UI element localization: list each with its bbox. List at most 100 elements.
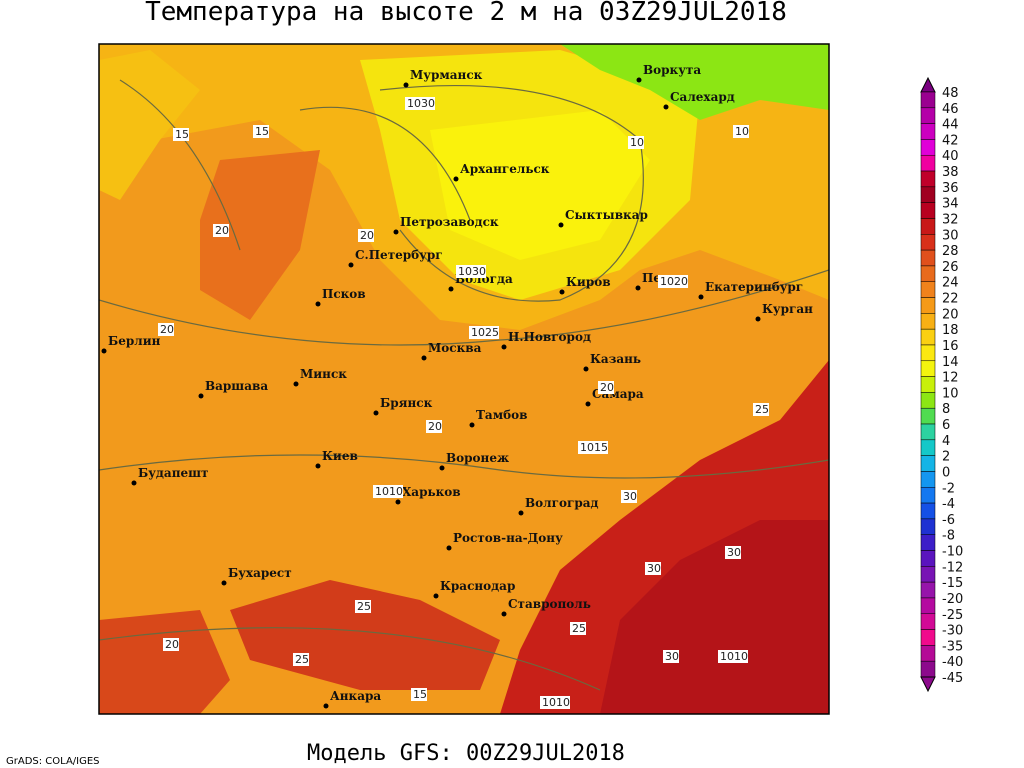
legend-label: -10	[942, 545, 963, 560]
legend-swatch	[920, 170, 936, 188]
city-dot	[583, 366, 589, 372]
contour-label: 20	[215, 224, 229, 237]
contour-label: 25	[755, 403, 769, 416]
city-dot	[293, 381, 299, 387]
credit: GrADS: COLA/IGES	[6, 756, 100, 767]
contour-label-box	[373, 485, 403, 498]
contour-label: 1025	[471, 326, 499, 339]
city-dot	[698, 294, 704, 300]
city-dot	[448, 286, 454, 292]
legend-label: 20	[942, 307, 959, 322]
legend-swatch	[920, 265, 936, 282]
contour-label: 25	[295, 653, 309, 666]
legend-label: 48	[942, 86, 959, 101]
legend-label: -30	[942, 624, 963, 639]
contour-label: 10	[735, 125, 749, 138]
city-label: Салехард	[670, 90, 735, 104]
legend-label: -8	[942, 529, 955, 544]
legend-label: 24	[942, 276, 959, 291]
contour-label-box	[733, 125, 749, 138]
contour-label-box	[253, 125, 269, 138]
contour-label-box	[645, 562, 661, 575]
legend-swatch	[920, 566, 936, 583]
contour-label-box	[570, 622, 586, 635]
contour-label: 20	[165, 638, 179, 651]
contour-label: 1010	[720, 650, 748, 663]
city-label: Ставрополь	[508, 597, 591, 611]
legend-label: 44	[942, 118, 959, 133]
legend-label: -45	[942, 671, 963, 686]
legend-swatch	[920, 218, 936, 235]
city-label: Тамбов	[476, 408, 527, 422]
city-label: Воронеж	[446, 451, 509, 465]
city-dot	[403, 82, 409, 88]
city-label: Псков	[322, 287, 366, 301]
city-dot	[635, 285, 641, 291]
legend-swatch	[920, 344, 936, 362]
contour-label-box	[718, 650, 748, 663]
contour-label-box	[213, 224, 229, 237]
legend-swatch	[920, 407, 936, 425]
legend-swatch	[920, 660, 936, 678]
legend-label: 32	[942, 212, 959, 227]
legend-label: 8	[942, 402, 950, 417]
legend-label: -15	[942, 576, 963, 591]
city-dot	[393, 229, 399, 235]
city-label: Москва	[428, 341, 482, 355]
city-dot	[518, 510, 524, 516]
legend-label: 2	[942, 450, 950, 465]
contour-label-box	[163, 638, 179, 651]
legend-swatch	[920, 139, 936, 156]
contour-label-box	[753, 403, 769, 416]
contour-label: 1015	[580, 441, 608, 454]
city-dot	[501, 611, 507, 617]
city-label: Краснодар	[440, 579, 515, 593]
contour-label: 15	[175, 128, 189, 141]
city-dot	[315, 301, 321, 307]
legend-label: 4	[942, 434, 950, 449]
city-dot	[501, 344, 507, 350]
contour-label-box	[621, 490, 637, 503]
legend-label: 22	[942, 292, 959, 307]
contour-label: 1030	[407, 97, 435, 110]
city-label: Анкара	[330, 689, 381, 703]
city-dot	[395, 499, 401, 505]
city-label: Мурманск	[410, 68, 483, 82]
legend-swatch	[920, 202, 936, 219]
contour-label: 20	[360, 229, 374, 242]
city-label: Минск	[300, 367, 347, 381]
city-dot	[446, 545, 452, 551]
city-label: Курган	[762, 302, 813, 316]
city-label: С.Петербург	[355, 248, 443, 262]
city-label: Варшава	[205, 379, 268, 393]
contour-label: 25	[572, 622, 586, 635]
city-dot	[453, 176, 459, 182]
legend-label: 40	[942, 149, 959, 164]
legend-top-cap	[920, 76, 936, 93]
legend-swatch	[920, 471, 936, 488]
legend-swatch	[920, 629, 936, 646]
legend-swatch	[920, 487, 936, 504]
city-dot	[348, 262, 354, 268]
legend-swatch	[920, 645, 936, 662]
contour-label-box	[173, 128, 189, 141]
legend-swatch	[920, 597, 936, 615]
legend-swatch	[920, 360, 936, 377]
contour-label-box	[358, 229, 374, 242]
legend-swatch	[920, 423, 936, 441]
legend-swatch	[920, 297, 936, 314]
legend-label: 6	[942, 418, 950, 433]
contour-label-box	[658, 275, 688, 288]
city-label: Н.Новгород	[508, 330, 591, 344]
legend-label: -4	[942, 497, 955, 512]
legend-label: -12	[942, 560, 963, 575]
contour-label-box	[293, 653, 309, 666]
legend-label: -20	[942, 592, 963, 607]
city-label: Екатеринбург	[705, 280, 803, 294]
contour-label: 30	[665, 650, 679, 663]
city-dot	[101, 348, 107, 354]
city-dot	[559, 289, 565, 295]
title: Температура на высоте 2 м на 03Z29JUL201…	[145, 0, 787, 27]
legend-label: 12	[942, 371, 959, 386]
